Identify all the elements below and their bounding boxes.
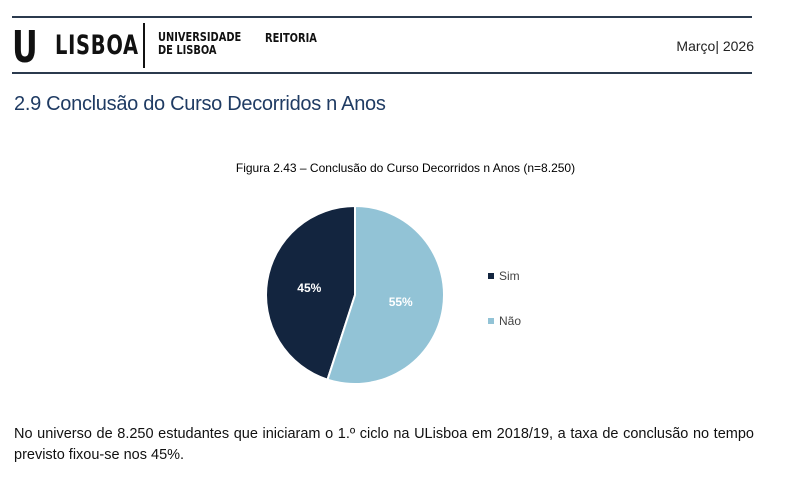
figure-title: Figura 2.43 – Conclusão do Curso Decorri…: [235, 161, 576, 175]
university-line2: DE LISBOA: [158, 43, 217, 57]
pie-label-nao: 55%: [389, 295, 413, 309]
pie-slice-sim: [265, 204, 356, 381]
legend-item-nao: Não: [488, 314, 521, 328]
university-name: UNIVERSIDADE DE LISBOA: [158, 31, 241, 57]
unit-name: REITORIA: [265, 31, 317, 45]
logo-lisboa: LISBOA: [55, 30, 139, 61]
logo-u: U: [12, 22, 38, 73]
pie-label-sim: 45%: [297, 281, 321, 295]
legend-item-sim: Sim: [488, 269, 520, 283]
section-title: 2.9 Conclusão do Curso Decorridos n Anos: [14, 93, 386, 115]
legend-swatch-sim: [488, 273, 494, 279]
legend-label-nao: Não: [499, 314, 522, 328]
header-bottom-rule: [12, 72, 752, 74]
header-date: Março| 2026: [676, 38, 754, 54]
header-top-rule: [12, 16, 752, 18]
legend-label-sim: Sim: [499, 269, 520, 283]
logo-divider: [143, 23, 145, 68]
pie-slice-nao: [326, 204, 445, 385]
legend-swatch-nao: [488, 318, 494, 324]
body-paragraph: No universo de 8.250 estudantes que inic…: [14, 426, 754, 463]
university-line1: UNIVERSIDADE: [158, 30, 242, 44]
